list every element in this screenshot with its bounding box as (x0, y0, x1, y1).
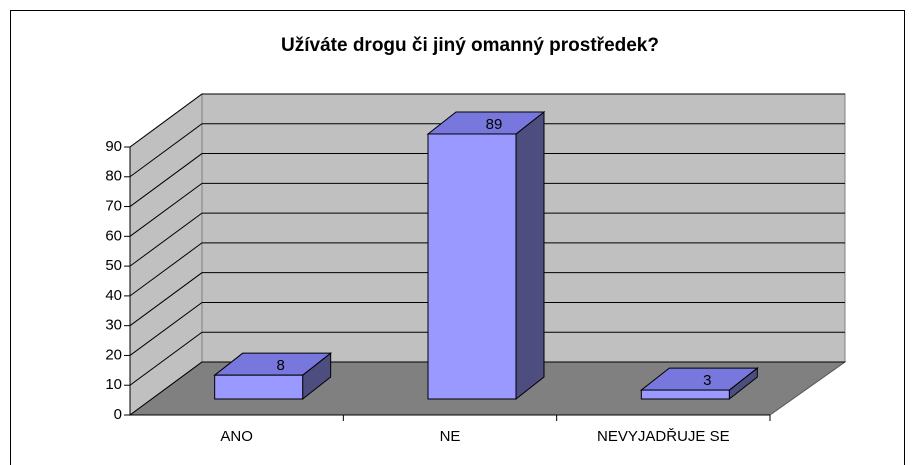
y-tick-label: 80 (105, 168, 122, 185)
y-tick-label: 90 (105, 138, 122, 155)
x-tick-label: NEVYJADŘUJE SE (597, 428, 730, 445)
grid-line (129, 123, 845, 178)
y-tick-label: 40 (105, 287, 122, 304)
chart-title: Užíváte drogu či jiný omanný prostředek? (281, 35, 659, 56)
data-label: 8 (276, 357, 284, 374)
grid-line (129, 272, 845, 327)
y-tick-label: 50 (105, 257, 122, 274)
grid-line (129, 153, 845, 207)
grid-line (129, 361, 845, 416)
grid-line (129, 212, 845, 267)
bar (640, 389, 730, 400)
bar (214, 374, 304, 400)
grid-line (129, 242, 845, 297)
y-tick-label: 10 (105, 376, 122, 393)
grid-line (129, 331, 845, 386)
y-tick-label: 20 (105, 346, 122, 363)
y-tick-label: 60 (105, 227, 122, 244)
data-label: 3 (703, 372, 711, 389)
y-tick-label: 70 (105, 198, 122, 215)
x-tick-label: NE (440, 428, 461, 445)
grid-line (129, 182, 845, 237)
y-tick-label: 0 (114, 406, 122, 423)
data-label: 89 (486, 116, 503, 133)
bar-side (515, 110, 545, 401)
grid-line (129, 301, 845, 356)
grid-line (129, 93, 845, 148)
y-tick-label: 30 (105, 317, 122, 334)
bar (427, 133, 517, 400)
side-wall (129, 93, 203, 416)
x-tick-label: ANO (220, 428, 253, 445)
